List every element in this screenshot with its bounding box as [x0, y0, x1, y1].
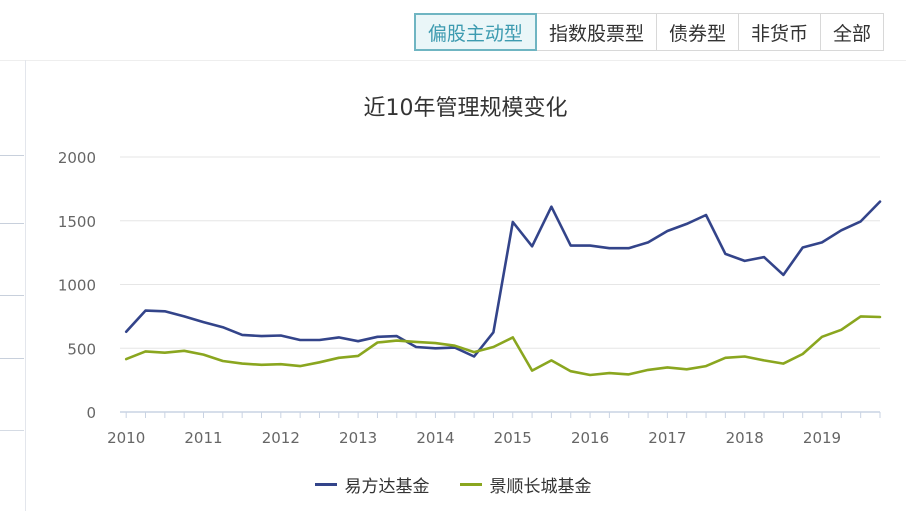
- series-layer: [124, 200, 882, 377]
- grid-layer: [120, 156, 880, 349]
- left-panel-tick: [0, 155, 24, 156]
- left-panel-tick: [0, 358, 24, 359]
- chart-legend: 易方达基金 景顺长城基金: [0, 472, 906, 497]
- x-tick-label: 2016: [571, 429, 609, 447]
- left-panel-bottom-rule: [0, 430, 24, 431]
- tab-bond[interactable]: 债券型: [655, 13, 739, 51]
- x-tick-label: 2019: [803, 429, 841, 447]
- x-tick-label: 2010: [107, 429, 145, 447]
- y-tick-label: 1000: [58, 277, 96, 295]
- left-panel-tick: [0, 295, 24, 296]
- y-tick-label: 0: [86, 404, 96, 422]
- tab-active-equity[interactable]: 偏股主动型: [413, 13, 537, 51]
- x-tick-label: 2012: [262, 429, 300, 447]
- tab-all[interactable]: 全部: [819, 13, 884, 51]
- legend-swatch-efunds: [314, 483, 337, 486]
- left-panel-edge: [0, 60, 26, 511]
- tab-non-money[interactable]: 非货币: [737, 13, 821, 51]
- y-tick-label: 1500: [58, 213, 96, 231]
- legend-label-efunds: 易方达基金: [344, 477, 430, 497]
- legend-swatch-invesco-great-wall: [459, 483, 482, 486]
- x-tick-label: 2014: [416, 429, 454, 447]
- x-tick-label: 2017: [648, 429, 686, 447]
- x-tick-label: 2011: [184, 429, 222, 447]
- y-tick-label: 500: [67, 340, 96, 358]
- x-tick-label: 2015: [494, 429, 532, 447]
- series-line-invesco-great-wall: [124, 315, 882, 377]
- left-panel-tick: [0, 223, 24, 224]
- header-divider: [0, 60, 906, 61]
- chart-title: 近10年管理规模变化: [363, 96, 568, 121]
- legend-label-invesco-great-wall: 景顺长城基金: [489, 477, 592, 497]
- legend-item-efunds[interactable]: 易方达基金: [314, 472, 430, 497]
- series-line-efunds: [124, 200, 882, 358]
- y-tick-label: 2000: [58, 149, 96, 167]
- fund-type-tabs: 偏股主动型 指数股票型 债券型 非货币 全部: [413, 13, 884, 51]
- legend-item-invesco-great-wall[interactable]: 景顺长城基金: [459, 472, 592, 497]
- x-tick-label: 2013: [339, 429, 377, 447]
- x-tick-label: 2018: [726, 429, 764, 447]
- axis-layer: 0 500 1000 1500 2000 2010 2011 2012 2013 2014 2015…: [58, 149, 881, 447]
